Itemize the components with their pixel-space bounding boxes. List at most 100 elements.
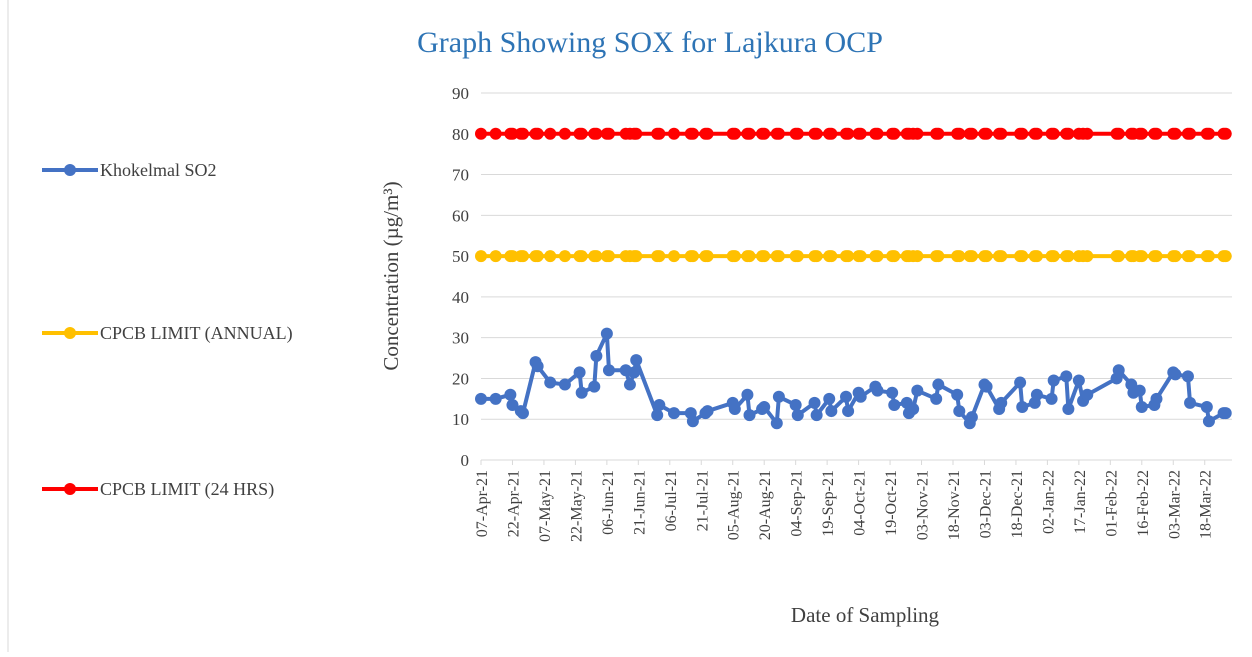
- data-point: [1150, 392, 1163, 405]
- data-point: [770, 417, 783, 430]
- data-point: [602, 127, 615, 140]
- data-point: [590, 250, 603, 263]
- data-point: [651, 409, 664, 422]
- data-point: [743, 250, 756, 263]
- data-point: [516, 127, 529, 140]
- data-point: [1045, 392, 1058, 405]
- data-point: [810, 250, 823, 263]
- data-point: [1081, 250, 1094, 263]
- data-point: [630, 250, 643, 263]
- data-point: [1150, 250, 1163, 263]
- data-point: [1081, 388, 1094, 401]
- data-point: [1081, 127, 1094, 140]
- data-point: [772, 127, 785, 140]
- y-tick-label: 60: [452, 206, 469, 225]
- data-point: [573, 366, 586, 379]
- data-point: [888, 398, 901, 411]
- data-point: [953, 127, 966, 140]
- data-point: [1030, 127, 1043, 140]
- y-tick-label: 20: [452, 369, 469, 388]
- data-point: [953, 250, 966, 263]
- data-point: [842, 405, 855, 418]
- data-point: [995, 250, 1008, 263]
- x-tick-label: 17-Jan-22: [1072, 470, 1089, 534]
- legend-marker: [64, 483, 76, 495]
- x-tick-label: 05-Aug-21: [726, 470, 743, 540]
- data-point: [1062, 127, 1075, 140]
- chart-title: Graph Showing SOX for Lajkura OCP: [417, 26, 883, 59]
- data-point: [932, 250, 945, 263]
- data-point: [1135, 400, 1148, 413]
- data-point: [743, 127, 756, 140]
- data-point: [772, 250, 785, 263]
- data-point: [653, 127, 666, 140]
- data-point: [791, 250, 804, 263]
- data-point: [1030, 388, 1043, 401]
- data-point: [951, 388, 964, 401]
- data-point: [825, 127, 838, 140]
- data-point: [871, 127, 884, 140]
- data-point: [686, 127, 699, 140]
- data-point: [506, 127, 519, 140]
- y-axis-label: Concentration (µg/m³): [379, 181, 403, 370]
- data-point: [1150, 127, 1163, 140]
- data-point: [489, 250, 502, 263]
- data-point: [590, 350, 603, 363]
- data-point: [544, 127, 557, 140]
- data-point: [791, 409, 804, 422]
- legend-label: CPCB LIMIT (24 HRS): [100, 479, 274, 500]
- data-point: [653, 398, 666, 411]
- data-point: [558, 127, 571, 140]
- data-point: [1135, 127, 1148, 140]
- data-point: [886, 386, 899, 399]
- data-point: [854, 250, 867, 263]
- data-point: [728, 127, 741, 140]
- data-point: [1184, 250, 1197, 263]
- data-point: [743, 409, 756, 422]
- data-point: [531, 127, 544, 140]
- data-point: [531, 360, 544, 373]
- x-tick-label: 03-Mar-22: [1166, 470, 1183, 539]
- data-point: [630, 127, 643, 140]
- data-point: [789, 398, 802, 411]
- data-point: [965, 411, 978, 424]
- y-tick-label: 80: [452, 125, 469, 144]
- x-tick-label: 02-Jan-22: [1040, 470, 1057, 534]
- x-tick-label: 07-Apr-21: [474, 470, 491, 537]
- data-point: [911, 250, 924, 263]
- data-point: [590, 127, 603, 140]
- data-point: [575, 127, 588, 140]
- data-point: [810, 409, 823, 422]
- data-point: [1072, 374, 1085, 387]
- x-tick-label: 06-Jul-21: [663, 470, 680, 531]
- data-point: [871, 250, 884, 263]
- data-point: [506, 398, 519, 411]
- data-point: [772, 390, 785, 403]
- data-point: [842, 127, 855, 140]
- data-point: [758, 127, 771, 140]
- x-tick-label: 04-Oct-21: [852, 470, 869, 536]
- x-axis-label: Date of Sampling: [791, 603, 940, 627]
- data-point: [808, 396, 821, 409]
- data-point: [575, 250, 588, 263]
- data-point: [1112, 127, 1125, 140]
- data-point: [1184, 396, 1197, 409]
- data-point: [953, 405, 966, 418]
- data-point: [728, 250, 741, 263]
- x-tick-label: 04-Sep-21: [789, 470, 806, 537]
- data-point: [1047, 374, 1060, 387]
- x-tick-label: 22-Apr-21: [505, 470, 522, 537]
- y-tick-label: 10: [452, 410, 469, 429]
- data-point: [686, 250, 699, 263]
- data-point: [842, 250, 855, 263]
- data-point: [1169, 250, 1182, 263]
- x-tick-label: 19-Oct-21: [883, 470, 900, 536]
- data-point: [516, 407, 529, 420]
- x-tick-label: 20-Aug-21: [757, 470, 774, 540]
- y-tick-label: 90: [452, 84, 469, 103]
- legend-label: CPCB LIMIT (ANNUAL): [100, 323, 293, 344]
- data-point: [1112, 364, 1125, 377]
- data-point: [932, 127, 945, 140]
- data-point: [588, 380, 601, 393]
